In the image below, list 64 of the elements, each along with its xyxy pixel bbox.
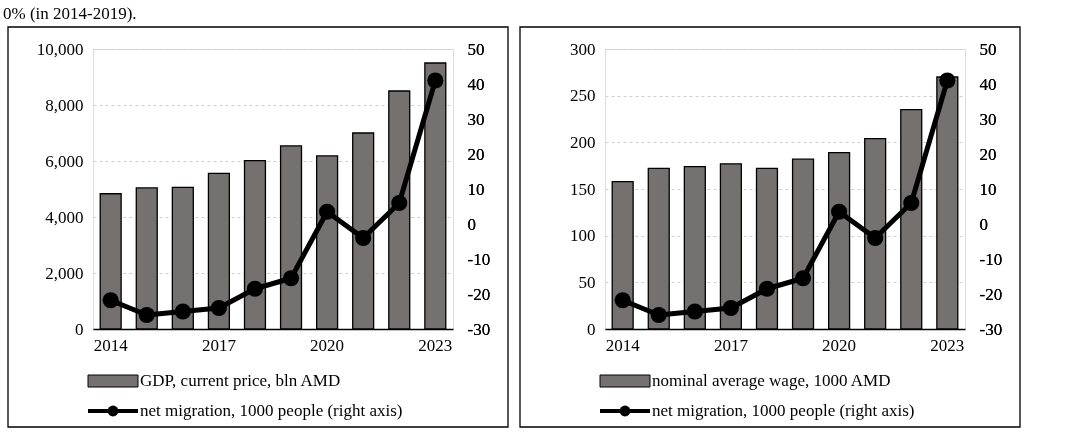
point bbox=[138, 306, 155, 324]
y2-tick-label: -10 bbox=[979, 249, 1003, 269]
y-tick-label: 4,000 bbox=[45, 207, 84, 227]
point bbox=[939, 72, 956, 89]
legend-label: net migration, 1000 people (right axis) bbox=[652, 401, 915, 420]
x-tick-label: 2020 bbox=[822, 335, 857, 355]
x-tick-label: 2020 bbox=[310, 335, 345, 355]
legend-label: GDP, current price, bln AMD bbox=[140, 371, 341, 390]
point bbox=[794, 270, 812, 287]
x-tick-label: 2023 bbox=[930, 335, 965, 355]
y-tick-label: 300 bbox=[570, 39, 596, 59]
point bbox=[210, 299, 227, 317]
point bbox=[903, 194, 920, 212]
point bbox=[831, 203, 848, 220]
x-tick-label: 2014 bbox=[93, 335, 129, 355]
y2-tick-label: 30 bbox=[467, 109, 485, 129]
y2-tick-label: 40 bbox=[979, 74, 997, 94]
y2-tick-label: 0 bbox=[979, 214, 988, 234]
text: 0% (in 2014-2019). bbox=[3, 4, 137, 23]
y2-tick-label: -10 bbox=[467, 249, 491, 269]
y2-tick-label: 20 bbox=[467, 144, 485, 164]
y-tick-label: 50 bbox=[578, 272, 596, 292]
point bbox=[758, 280, 776, 297]
y-tick-label: 10,000 bbox=[36, 39, 84, 59]
y2-tick-label: 10 bbox=[979, 179, 997, 199]
point bbox=[391, 194, 408, 212]
legend-label: nominal average wage, 1000 AMD bbox=[652, 371, 891, 390]
point bbox=[282, 270, 300, 287]
point bbox=[867, 229, 884, 247]
y-tick-label: 8,000 bbox=[45, 95, 84, 115]
x-tick-label: 2017 bbox=[201, 335, 237, 355]
point bbox=[246, 280, 264, 297]
y-tick-label: 2,000 bbox=[45, 263, 84, 283]
x-tick-label: 2017 bbox=[713, 335, 749, 355]
y-tick-label: 250 bbox=[570, 86, 596, 106]
point bbox=[102, 292, 119, 309]
y2-tick-label: 0 bbox=[467, 214, 476, 234]
point bbox=[722, 299, 739, 317]
x-tick-label: 2014 bbox=[605, 335, 641, 355]
y2-tick-label: 10 bbox=[467, 179, 485, 199]
y-tick-label: 100 bbox=[570, 226, 596, 246]
y2-tick-label: 30 bbox=[979, 109, 997, 129]
y2-tick-label: -20 bbox=[467, 284, 491, 304]
y-tick-label: 200 bbox=[570, 132, 596, 152]
y-tick-label: 150 bbox=[570, 179, 596, 199]
point bbox=[614, 292, 631, 309]
point bbox=[650, 306, 667, 324]
y2-tick-label: 40 bbox=[467, 74, 485, 94]
y-tick-label: 0 bbox=[587, 319, 596, 339]
point bbox=[319, 203, 336, 220]
y-tick-label: 0 bbox=[75, 319, 84, 339]
y2-tick-label: 50 bbox=[979, 39, 997, 59]
y2-tick-label: -30 bbox=[467, 319, 491, 339]
point bbox=[427, 72, 444, 89]
y2-tick-label: 20 bbox=[979, 144, 997, 164]
y2-tick-label: -20 bbox=[979, 284, 1003, 304]
point bbox=[355, 229, 372, 247]
legend-label: net migration, 1000 people (right axis) bbox=[140, 401, 403, 420]
y2-tick-label: 50 bbox=[467, 39, 485, 59]
x-tick-label: 2023 bbox=[418, 335, 453, 355]
y2-tick-label: -30 bbox=[979, 319, 1003, 339]
y-tick-label: 6,000 bbox=[45, 151, 84, 171]
point bbox=[686, 303, 703, 320]
point bbox=[174, 303, 191, 320]
